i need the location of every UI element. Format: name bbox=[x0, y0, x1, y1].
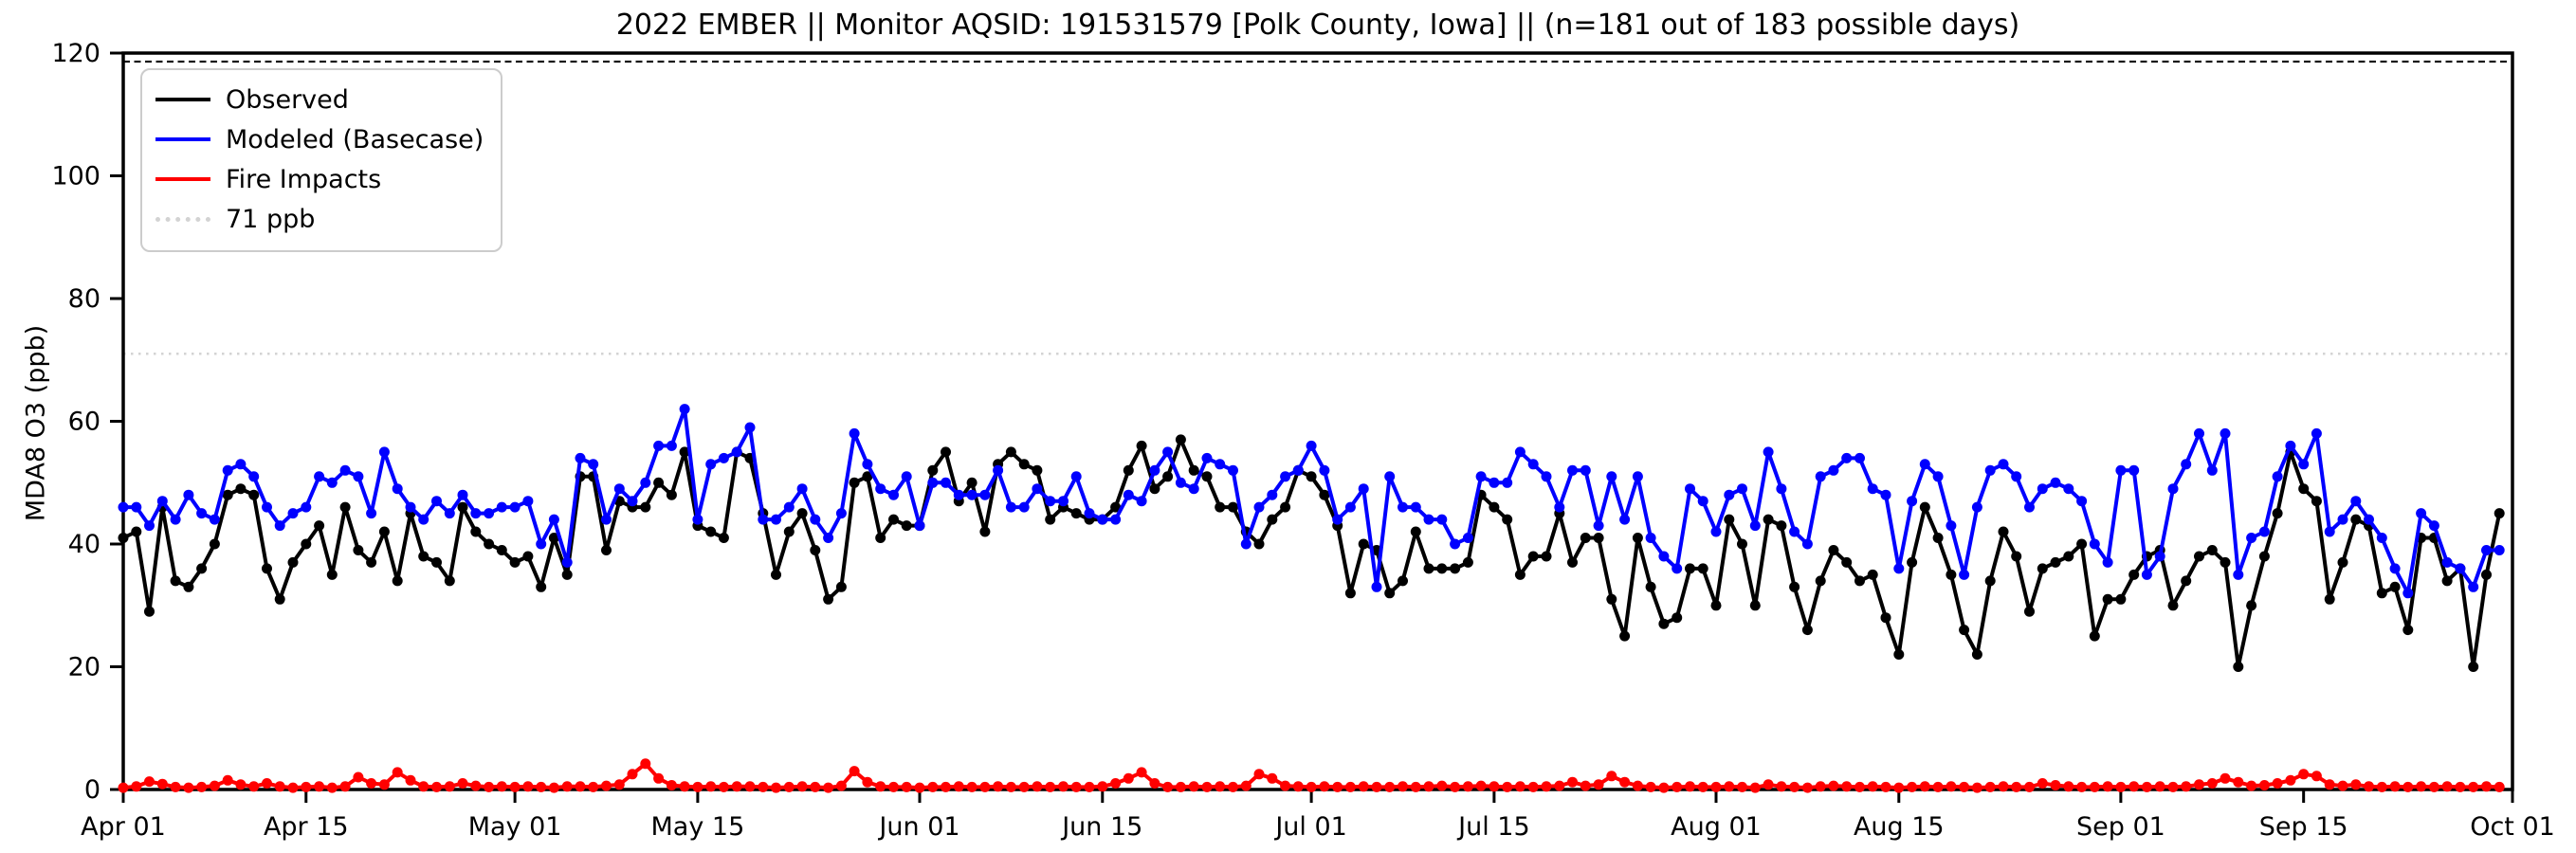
fire-impacts-series bbox=[118, 758, 2505, 793]
y-tick-label: 20 bbox=[68, 653, 100, 682]
x-tick-label: Jun 01 bbox=[877, 812, 959, 842]
y-tick-label: 100 bbox=[51, 162, 100, 191]
legend-label: Observed bbox=[226, 84, 349, 115]
modeled-line-sample bbox=[155, 137, 210, 141]
legend: Observed Modeled (Basecase) Fire Impacts… bbox=[140, 68, 502, 252]
x-tick-label: Jul 15 bbox=[1456, 812, 1530, 842]
legend-item-modeled: Modeled (Basecase) bbox=[155, 119, 501, 159]
x-tick-label: Apr 01 bbox=[81, 812, 166, 842]
chart-title: 2022 EMBER || Monitor AQSID: 191531579 [… bbox=[615, 9, 2020, 42]
observed-series bbox=[118, 434, 2505, 672]
71ppb-line-sample bbox=[155, 216, 210, 222]
fire-impacts-line-sample bbox=[155, 177, 210, 181]
legend-label: Modeled (Basecase) bbox=[226, 124, 484, 154]
y-tick-label: 40 bbox=[68, 530, 100, 559]
legend-item-fire-impacts: Fire Impacts bbox=[155, 159, 501, 199]
x-tick-label: Sep 15 bbox=[2259, 812, 2348, 842]
x-tick-label: Oct 01 bbox=[2470, 812, 2555, 842]
x-tick-label: May 01 bbox=[468, 812, 562, 842]
y-tick-label: 80 bbox=[68, 284, 100, 314]
x-tick-label: Jul 01 bbox=[1273, 812, 1347, 842]
y-tick-label: 120 bbox=[51, 39, 100, 68]
legend-label: 71 ppb bbox=[226, 204, 316, 234]
legend-item-71ppb: 71 ppb bbox=[155, 199, 501, 239]
modeled-basecase--series bbox=[118, 404, 2505, 599]
x-tick-label: Sep 01 bbox=[2076, 812, 2165, 842]
x-tick-label: Apr 15 bbox=[264, 812, 349, 842]
x-tick-label: Aug 15 bbox=[1854, 812, 1945, 842]
x-tick-label: May 15 bbox=[651, 812, 745, 842]
x-tick-label: Jun 15 bbox=[1060, 812, 1142, 842]
y-tick-label: 0 bbox=[84, 775, 100, 805]
observed-line-sample bbox=[155, 98, 210, 101]
x-tick-label: Aug 01 bbox=[1671, 812, 1762, 842]
legend-label: Fire Impacts bbox=[226, 164, 382, 194]
legend-item-observed: Observed bbox=[155, 80, 501, 119]
y-tick-label: 60 bbox=[68, 408, 100, 437]
